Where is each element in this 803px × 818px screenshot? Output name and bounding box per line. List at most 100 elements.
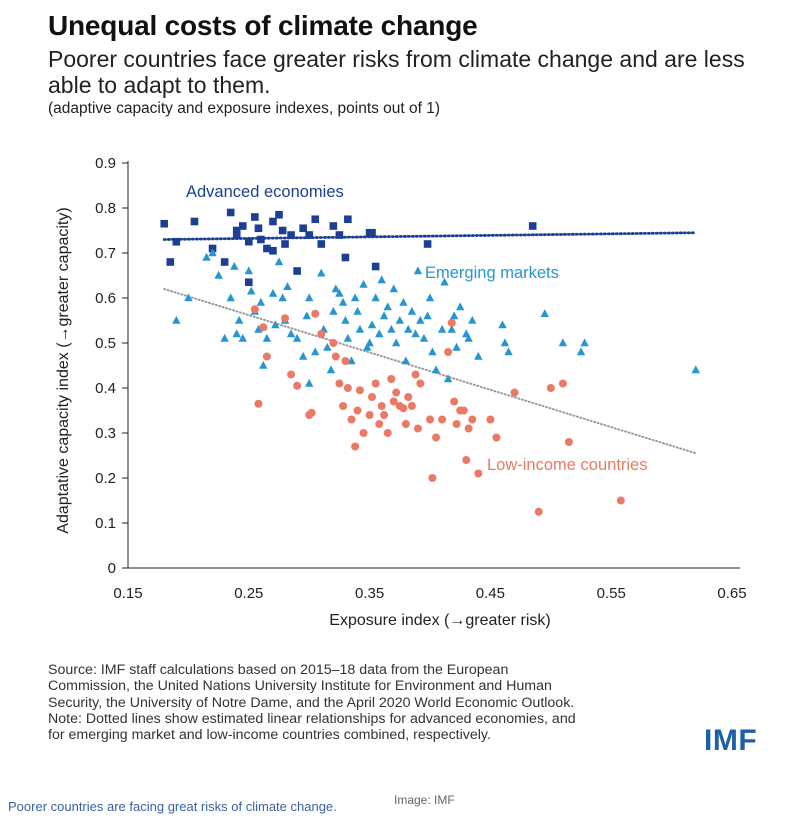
low-income-point (416, 379, 425, 388)
advanced-economy-point (269, 246, 277, 255)
emerging-market-point (456, 302, 465, 311)
advanced-economy-point (226, 208, 235, 217)
advanced-economy-point (263, 244, 271, 253)
emerging-market-point (365, 338, 374, 347)
low-income-point (492, 433, 501, 442)
advanced-economy-point (269, 217, 277, 226)
advanced-economy-point (257, 235, 265, 244)
chart-subtitle: Poorer countries face greater risks from… (48, 46, 745, 98)
emerging-market-point (283, 282, 292, 290)
emerging-market-point (362, 342, 372, 351)
advanced-economy-point (166, 258, 175, 266)
data-points (160, 208, 700, 516)
chart-title: Unequal costs of climate change (48, 10, 478, 41)
imf-logo: IMF (704, 724, 758, 757)
advanced-economy-point (220, 258, 229, 266)
scatter-chart: 0 0.1 0.2 0.3 0.4 0.5 0.6 0.7 0.8 0.9 0.15 0.25 0.35… (55, 155, 747, 629)
low-income-point (339, 402, 348, 410)
low-income-point (452, 420, 461, 428)
emerging-market-point (468, 315, 477, 324)
emerging-market-point (350, 293, 360, 302)
emerging-market-point (278, 293, 287, 302)
low-income-point (365, 411, 374, 419)
emerging-market-point (244, 266, 253, 275)
emerging-market-point (247, 286, 256, 295)
emerging-market-point (172, 315, 181, 324)
emerging-market-point (375, 329, 384, 338)
low-income-point (426, 415, 434, 424)
emerging-market-point (226, 293, 235, 302)
advanced-economy-point (344, 215, 352, 224)
emerging-market-point (367, 320, 377, 329)
low-income-point (444, 348, 453, 356)
low-income-point (387, 375, 396, 383)
emerging-market-point (431, 365, 441, 374)
emerging-market-point (311, 347, 320, 356)
y-tick-label: 0.4 (95, 380, 116, 397)
series-label: Low-income countries (487, 456, 648, 474)
low-income-point (558, 379, 567, 388)
low-income-point (407, 402, 416, 410)
advanced-economy-point (293, 267, 301, 275)
low-income-point (331, 352, 340, 361)
emerging-market-point (292, 333, 302, 342)
x-tick-label: 0.15 (113, 585, 142, 602)
y-tick-label: 0.9 (95, 155, 116, 172)
emerging-market-point (184, 293, 193, 302)
emerging-market-point (343, 333, 353, 342)
low-income-point (564, 438, 573, 446)
low-income-point (413, 424, 422, 433)
emerging-market-point (271, 320, 280, 329)
emerging-market-point (353, 306, 362, 315)
y-tick-label: 0.7 (95, 245, 116, 262)
emerging-market-point (331, 284, 340, 293)
low-income-point (380, 411, 389, 419)
low-income-point (359, 429, 368, 437)
emerging-market-point (419, 333, 429, 342)
emerging-market-point (576, 347, 586, 356)
low-income-point (438, 415, 447, 424)
advanced-economy-point (238, 222, 247, 230)
trend-lines (162, 231, 698, 455)
advanced-economy-point (281, 240, 289, 248)
emerging-market-point (449, 311, 459, 320)
emerging-market-point (407, 306, 417, 315)
emerging-market-point (580, 338, 589, 347)
emerging-market-point (395, 315, 404, 324)
low-income-point (351, 442, 360, 451)
emerging-market-point (208, 248, 217, 257)
low-income-point (347, 415, 356, 424)
advanced-economy-point (275, 210, 283, 219)
advanced-trend-line (162, 231, 698, 241)
advanced-economy-point (254, 224, 263, 233)
low-income-point (287, 370, 296, 379)
y-tick-label: 0.8 (95, 200, 116, 217)
emerging-market-point (379, 311, 389, 320)
low-income-point (371, 379, 380, 388)
advanced-economy-point (311, 215, 320, 224)
y-tick-label: 0 (108, 560, 116, 577)
low-income-point (317, 330, 326, 338)
emerging-market-point (202, 252, 211, 261)
emerging-market-point (259, 360, 268, 369)
emerging-market-point (305, 378, 314, 387)
emerging-market-point (238, 333, 247, 342)
advanced-economy-point (299, 224, 307, 233)
emerging-market-point (391, 338, 401, 347)
series-label: Emerging markets (425, 264, 559, 282)
emerging-market-point (474, 351, 483, 360)
emerging-market-point (447, 324, 456, 333)
emerging-market-point (286, 329, 296, 338)
emerging-market-point (359, 279, 368, 288)
series-label: Advanced economies (186, 183, 344, 201)
low-income-point (450, 397, 459, 406)
emerging-market-point (326, 365, 336, 374)
emerging-market-point (500, 338, 510, 347)
emerging-market-point (323, 342, 332, 351)
low-income-point (464, 424, 473, 433)
low-income-point (428, 474, 437, 482)
low-income-point (392, 388, 401, 397)
emerging-market-point (341, 315, 350, 324)
low-income-point (341, 357, 350, 365)
source-line: Commission, the United Nations Universit… (48, 678, 552, 695)
